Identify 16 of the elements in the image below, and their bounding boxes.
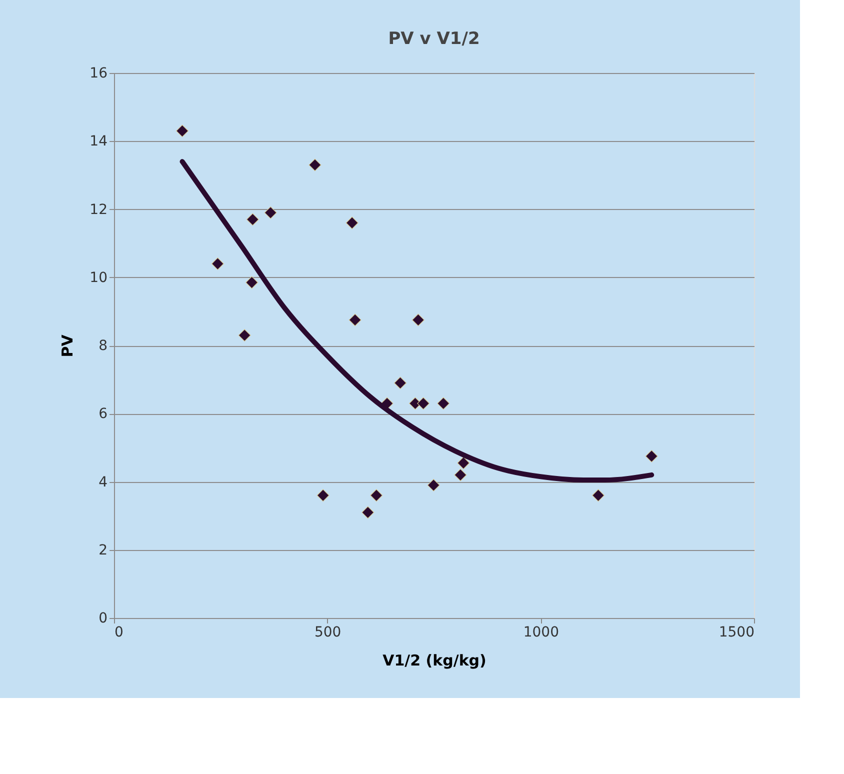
y-tick-label: 14 [90,134,108,150]
y-tick-label: 10 [90,270,108,286]
y-tick-label: 0 [98,610,108,626]
x-tick-label: 1000 [523,624,559,640]
y-tick-label: 8 [98,338,108,354]
y-tick-label: 2 [98,542,108,558]
chart-title: PV v V1/2 [388,29,480,49]
y-tick-label: 4 [98,474,108,490]
y-tick-label: 12 [90,202,108,218]
y-axis-title: PV [58,334,77,358]
y-tick-label: 6 [98,406,108,422]
x-axis-title: V1/2 (kg/kg) [382,652,486,670]
x-tick-label: 1500 [718,624,754,640]
x-tick-label: 500 [314,624,342,640]
y-tick-label: 16 [90,66,108,82]
x-tick-label: 0 [114,624,124,640]
